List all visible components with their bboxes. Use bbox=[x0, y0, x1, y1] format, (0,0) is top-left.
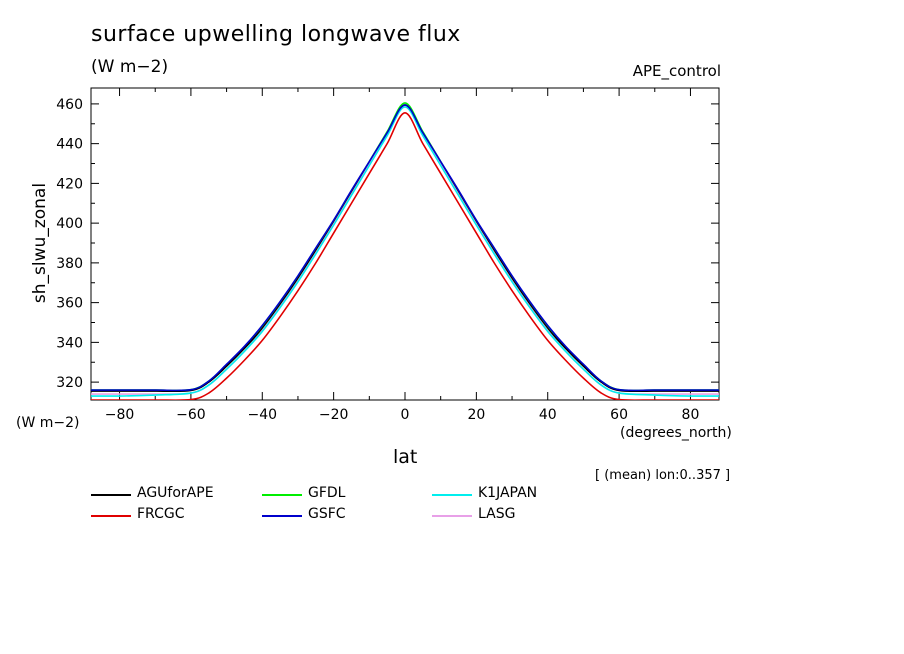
x-tick-label: 60 bbox=[610, 407, 628, 423]
y-axis-unit-label: (W m−2) bbox=[16, 415, 80, 431]
x-tick-label: 0 bbox=[401, 407, 410, 423]
x-tick-label: 40 bbox=[539, 407, 557, 423]
units-label: (W m−2) bbox=[91, 57, 169, 77]
legend-swatch bbox=[262, 515, 302, 517]
x-tick-label: −40 bbox=[247, 407, 277, 423]
legend-label: GFDL bbox=[308, 485, 346, 501]
y-tick-label: 420 bbox=[56, 176, 83, 192]
y-tick-label: 340 bbox=[56, 335, 83, 351]
legend-swatch bbox=[91, 494, 131, 496]
y-tick-label: 440 bbox=[56, 137, 83, 153]
series-line-aguforape bbox=[91, 104, 719, 393]
series-line-frcgc bbox=[91, 112, 719, 400]
series-line-lasg bbox=[91, 106, 719, 395]
x-tick-label: −80 bbox=[105, 407, 135, 423]
y-tick-label: 360 bbox=[56, 296, 83, 312]
x-tick-label: −20 bbox=[319, 407, 349, 423]
legend-swatch bbox=[432, 515, 472, 517]
y-tick-label: 460 bbox=[56, 97, 83, 113]
legend-label: K1JAPAN bbox=[478, 485, 538, 501]
run-name-label: APE_control bbox=[632, 62, 721, 80]
y-tick-label: 400 bbox=[56, 216, 83, 232]
legend-swatch bbox=[432, 494, 472, 496]
legend-label: FRCGC bbox=[137, 506, 185, 522]
legend-label: AGUforAPE bbox=[137, 485, 214, 501]
series-line-k1japan bbox=[91, 106, 719, 397]
plot-frame bbox=[90, 87, 720, 401]
x-tick-label: 80 bbox=[682, 407, 700, 423]
series-line-gfdl bbox=[91, 102, 719, 392]
averaging-note: [ (mean) lon:0..357 ] bbox=[595, 468, 731, 483]
y-tick-label: 320 bbox=[56, 375, 83, 391]
legend-swatch bbox=[91, 515, 131, 517]
x-axis-unit-label: (degrees_north) bbox=[620, 425, 732, 441]
x-tick-label: −60 bbox=[176, 407, 206, 423]
y-tick-label: 380 bbox=[56, 256, 83, 272]
legend-label: GSFC bbox=[308, 506, 346, 522]
series-line-gsfc bbox=[91, 104, 719, 392]
x-tick-label: 20 bbox=[467, 407, 485, 423]
legend-label: LASG bbox=[478, 506, 516, 522]
chart-title: surface upwelling longwave flux bbox=[91, 22, 461, 47]
x-axis-title: lat bbox=[393, 446, 418, 468]
legend-swatch bbox=[262, 494, 302, 496]
